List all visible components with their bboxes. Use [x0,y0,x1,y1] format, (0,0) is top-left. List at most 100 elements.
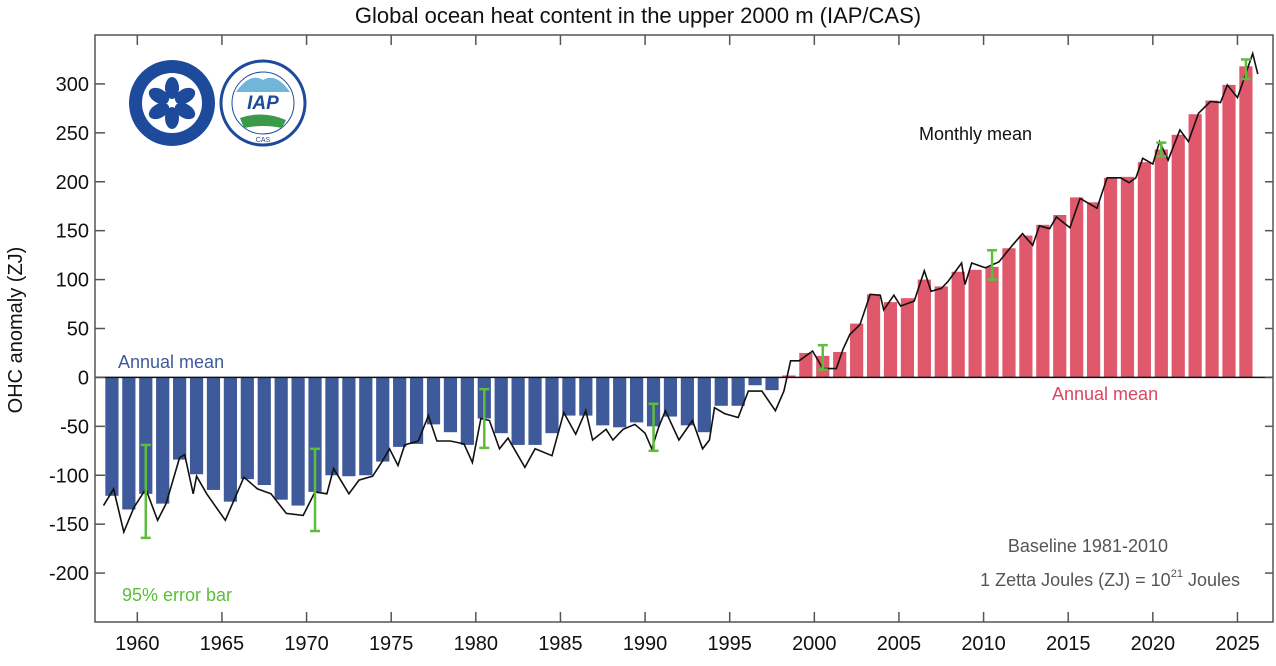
y-tick-label: 50 [67,319,89,341]
bar-2017 [1103,177,1118,378]
bar-1970 [308,377,322,492]
monthly-mean-label: Monthly mean [919,124,1032,144]
bar-1991 [663,377,678,417]
x-tick-label: 2005 [877,633,922,655]
bar-2018 [1120,176,1135,378]
error-bar-label: 95% error bar [122,585,232,605]
bar-1976 [409,377,424,444]
error-bar [1240,58,1251,81]
bar-1973 [359,377,373,476]
bar-1993 [697,377,711,433]
bar-1966 [240,377,254,480]
bar-1982 [511,377,525,445]
y-tick-label: 300 [56,74,89,96]
y-tick-label: -50 [60,416,89,438]
bar-2014 [1053,215,1067,378]
bar-2025 [1239,66,1253,378]
x-tick-label: 2010 [961,633,1006,655]
y-tick-label: -100 [49,465,89,487]
bar-2004 [883,302,898,378]
bar-2015 [1070,197,1084,378]
bar-1988 [613,377,627,428]
bar-1975 [393,377,407,447]
bar-1958 [105,377,119,496]
bar-1989 [630,377,644,423]
bar-1990 [646,377,661,427]
bar-1974 [376,377,390,462]
bar-1986 [579,377,593,416]
x-tick-label: 1975 [369,633,414,655]
bar-2022 [1188,114,1202,378]
error-bar [1156,141,1167,158]
bar-2012 [1019,235,1033,378]
x-tick-label: 1990 [623,633,668,655]
bar-1994 [714,377,728,406]
bar-2006 [917,279,931,378]
annual-mean-label-right: Annual mean [1052,384,1158,404]
bar-2005 [900,298,915,378]
bar-1984 [545,377,559,434]
bar-1964 [206,377,221,490]
bar-1978 [443,377,458,433]
bar-2011 [1002,248,1016,378]
bar-2013 [1036,224,1050,378]
bar-1995 [731,377,745,406]
bar-2007 [934,286,948,378]
error-bar [817,343,828,371]
y-tick-label: 200 [56,172,89,194]
bar-2024 [1222,84,1236,378]
bar-1961 [156,377,170,504]
monthly-mean-line [102,50,1259,535]
y-axis: -200 -150 -100 -50 0 50 100 150 200 250 300 [49,74,1273,585]
bar-1998 [782,375,796,378]
annual-mean-label-left: Annual mean [118,352,224,372]
bar-1985 [562,377,576,416]
x-axis: 1960 1965 1970 1975 1980 1985 1990 1995 2000 2005… [115,35,1260,655]
units-label: 1 Zetta Joules (ZJ) = 1021 Joules [980,568,1240,590]
x-tick-label: 1970 [284,633,329,655]
x-tick-label: 1960 [115,633,160,655]
bar-2019 [1137,162,1151,378]
iap-logo: IAP CAS [219,59,307,147]
y-tick-label: 0 [78,367,89,389]
x-tick-label: 2000 [792,633,837,655]
x-tick-label: 2015 [1046,633,1091,655]
error-bar [648,402,659,453]
error-bar [310,447,321,533]
bar-1962 [173,377,187,460]
bar-2020 [1154,149,1168,378]
bar-1983 [528,377,542,445]
bar-1967 [257,377,271,486]
x-tick-label: 1965 [200,633,245,655]
bar-2008 [951,271,965,378]
x-tick-label: 2025 [1215,633,1260,655]
y-tick-label: 100 [56,270,89,292]
bar-1972 [342,377,356,477]
chart-title: Global ocean heat content in the upper 2… [355,3,921,28]
bar-1979 [460,377,474,445]
bar-1977 [426,377,441,425]
bar-1996 [748,377,762,386]
bar-2010 [985,266,999,378]
baseline-label: Baseline 1981-2010 [1008,536,1168,556]
x-tick-label: 1995 [707,633,752,655]
bar-1963 [189,377,204,475]
bar-2001 [833,351,847,378]
bar-2023 [1205,100,1219,378]
bar-1981 [494,377,508,434]
bar-1960 [139,377,153,494]
svg-text:IAP: IAP [247,93,279,114]
bar-1965 [223,377,238,502]
cas-logo [129,60,215,146]
bar-1969 [291,377,305,506]
error-bars [140,58,1251,540]
error-bar [140,443,151,540]
bar-1971 [325,377,339,476]
bar-1987 [596,377,610,426]
bar-1997 [765,377,779,391]
error-bar [987,248,998,281]
y-axis-label: OHC anomaly (ZJ) [5,247,27,414]
bar-1959 [122,377,136,510]
y-tick-label: -200 [49,563,89,585]
